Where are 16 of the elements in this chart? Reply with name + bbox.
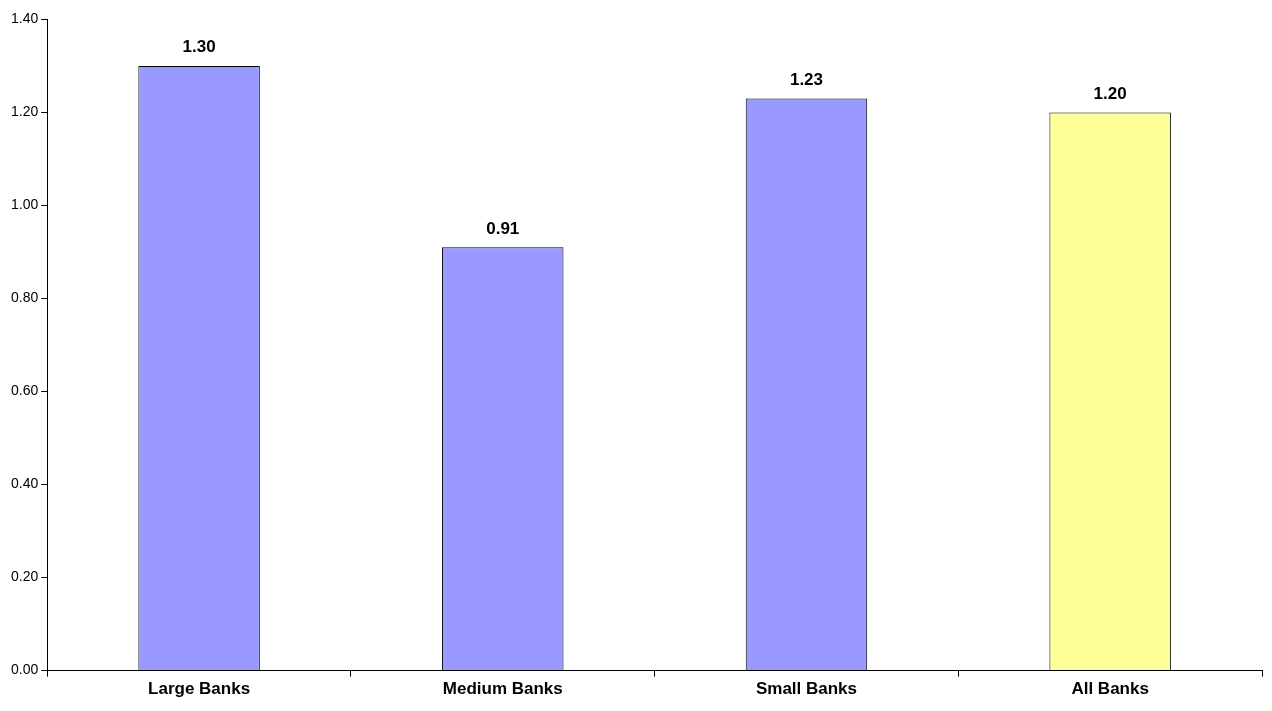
y-tick-label: 1.40 [11, 10, 39, 27]
data-label: 1.30 [182, 37, 216, 57]
y-tick-label: 0.40 [11, 475, 39, 492]
y-tick-label: 0.60 [11, 382, 39, 399]
y-tick-label: 1.00 [11, 196, 39, 213]
data-label: 0.91 [486, 218, 520, 238]
data-label: 1.23 [789, 69, 824, 89]
y-tick-label: 0.80 [11, 289, 39, 306]
y-tick-label: 0.00 [11, 661, 39, 678]
x-tick-label: All Banks [1071, 679, 1149, 699]
y-tick-label: 0.20 [11, 568, 39, 585]
x-tick-label: Large Banks [148, 679, 251, 699]
x-tick-label: Medium Banks [442, 679, 563, 699]
x-tick-label: Small Banks [755, 679, 858, 699]
y-tick-label: 1.20 [11, 103, 39, 120]
data-label: 1.20 [1093, 83, 1127, 103]
